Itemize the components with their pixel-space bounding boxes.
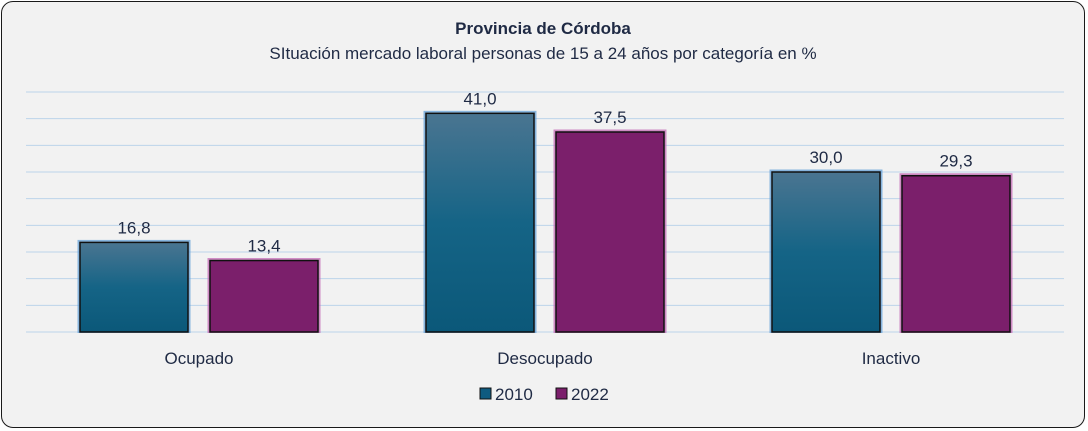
bar-2022-inactivo <box>901 174 1011 333</box>
bar-2010-inactivo <box>771 171 881 333</box>
legend-swatch-2010 <box>479 387 492 400</box>
bar-2022-ocupado <box>209 259 319 333</box>
bar-2022-desocupado <box>555 131 665 333</box>
bars <box>77 110 1013 334</box>
legend-swatch-2022 <box>555 387 568 400</box>
data-label: 16,8 <box>117 218 150 237</box>
category-labels: Ocupado Desocupado Inactivo <box>165 349 921 368</box>
legend-label-2010: 2010 <box>495 385 533 404</box>
data-label: 37,5 <box>593 108 626 127</box>
chart-subtitle: SItuación mercado laboral personas de 15… <box>269 44 817 63</box>
legend: 2010 2022 <box>479 385 609 404</box>
data-labels: 16,8 13,4 41,0 37,5 30,0 29,3 <box>117 89 972 255</box>
chart-title: Provincia de Córdoba <box>455 19 631 38</box>
bar-2010-ocupado <box>79 241 189 333</box>
data-label: 41,0 <box>463 89 496 108</box>
gridlines <box>26 91 1064 333</box>
data-label: 13,4 <box>247 237 280 256</box>
category-label: Inactivo <box>862 349 921 368</box>
category-label: Ocupado <box>165 349 234 368</box>
legend-label-2022: 2022 <box>571 385 609 404</box>
bar-2010-desocupado <box>425 112 535 333</box>
data-label: 29,3 <box>939 152 972 171</box>
category-label: Desocupado <box>497 349 592 368</box>
data-label: 30,0 <box>809 148 842 167</box>
